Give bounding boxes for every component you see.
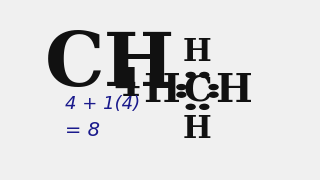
Circle shape xyxy=(209,92,218,97)
Text: H: H xyxy=(215,72,252,110)
Circle shape xyxy=(209,85,218,90)
Text: H: H xyxy=(143,72,180,110)
Text: 4: 4 xyxy=(113,66,140,104)
Text: C: C xyxy=(183,74,212,108)
Text: = 8: = 8 xyxy=(65,121,100,140)
Text: H: H xyxy=(183,114,212,145)
Text: CH: CH xyxy=(45,28,175,102)
Text: H: H xyxy=(183,37,212,68)
Circle shape xyxy=(200,104,209,109)
Circle shape xyxy=(200,73,209,77)
Circle shape xyxy=(186,73,195,77)
Circle shape xyxy=(177,85,186,90)
Circle shape xyxy=(177,92,186,97)
Text: 4 + 1(4): 4 + 1(4) xyxy=(65,95,140,113)
Circle shape xyxy=(186,104,195,109)
